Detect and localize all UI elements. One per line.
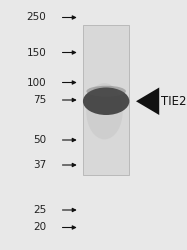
Text: 150: 150 xyxy=(27,48,46,58)
Text: 75: 75 xyxy=(33,95,46,105)
Text: 50: 50 xyxy=(33,135,46,145)
Text: TIE2: TIE2 xyxy=(161,95,186,108)
Text: 20: 20 xyxy=(33,222,46,232)
Polygon shape xyxy=(136,88,159,115)
Text: 250: 250 xyxy=(27,12,46,22)
Text: 25: 25 xyxy=(33,205,46,215)
Text: 100: 100 xyxy=(27,78,46,88)
Ellipse shape xyxy=(83,88,129,115)
Ellipse shape xyxy=(86,83,123,140)
Ellipse shape xyxy=(86,86,126,97)
Text: 37: 37 xyxy=(33,160,46,170)
FancyBboxPatch shape xyxy=(83,25,129,175)
